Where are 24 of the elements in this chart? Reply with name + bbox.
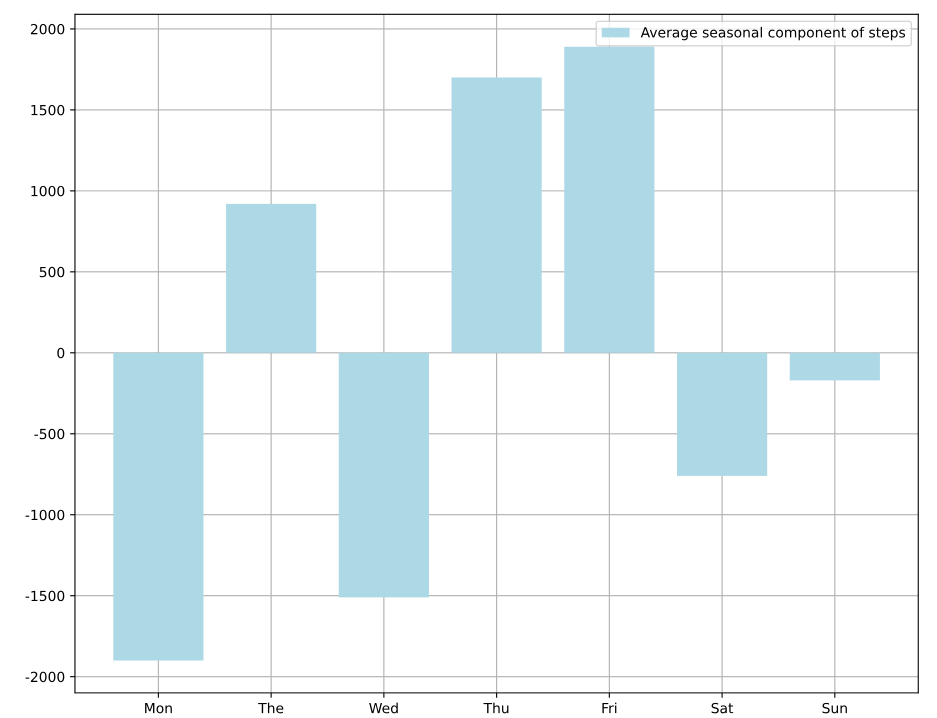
x-tick-label: Mon xyxy=(145,703,172,714)
bar xyxy=(790,352,880,380)
bar xyxy=(113,352,204,660)
bar xyxy=(452,78,542,353)
y-tick-label: -500 xyxy=(34,428,64,440)
x-tick-label: The xyxy=(258,702,284,714)
y-tick-label: 1000 xyxy=(31,186,64,196)
legend-label: Average seasonal component of steps xyxy=(640,26,906,40)
y-tick-label: -1000 xyxy=(26,510,64,520)
y-tick-label: 500 xyxy=(40,266,64,278)
bar xyxy=(226,204,316,353)
x-tick-label: Sun xyxy=(822,702,847,714)
y-tick-label: 1500 xyxy=(31,104,64,116)
y-tick-label: -1500 xyxy=(26,590,64,602)
x-tick-label: Sat xyxy=(712,702,734,714)
y-tick-label: 2000 xyxy=(30,24,64,34)
y-tick-label: -2000 xyxy=(26,672,64,682)
bar xyxy=(338,352,429,598)
bar xyxy=(564,46,654,353)
x-tick-label: Wed xyxy=(369,702,398,714)
x-tick-label: Fri xyxy=(602,702,616,714)
x-tick-label: Thu xyxy=(484,702,508,714)
y-tick-label: 0 xyxy=(57,348,64,358)
bar xyxy=(676,352,768,476)
